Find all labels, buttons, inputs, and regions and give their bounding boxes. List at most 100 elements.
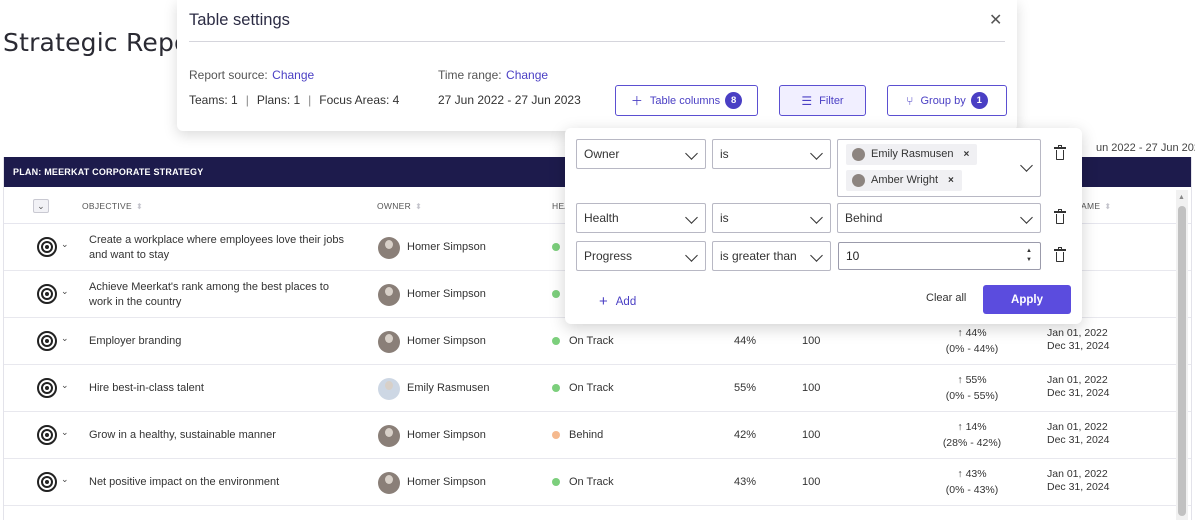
add-filter-button[interactable]: + Add	[599, 293, 637, 310]
report-source: Report source: Change	[189, 68, 315, 82]
collapse-all-button[interactable]: ⌄	[33, 199, 49, 213]
filter-button[interactable]: ☰ Filter	[779, 85, 866, 116]
date-range-label: un 2022 - 27 Jun 2023	[1096, 142, 1195, 154]
progress-value: 44%	[734, 335, 757, 347]
sort-icon: ⬍	[415, 202, 423, 211]
table-row[interactable]: ⌄ Employer branding Homer Simpson On Track 4…	[4, 318, 1191, 365]
chevron-down-icon	[685, 249, 698, 262]
owner-name: Homer Simpson	[407, 241, 486, 253]
target-value: 100	[802, 429, 821, 441]
avatar	[378, 237, 400, 259]
target-value: 100	[802, 476, 821, 488]
remove-chip-icon[interactable]: ×	[963, 149, 970, 160]
filter-number-input[interactable]: 10 ▲ ▼	[838, 242, 1041, 270]
divider	[189, 41, 1005, 42]
filter-field-select[interactable]: Progress	[576, 241, 706, 271]
settings-title: Table settings	[189, 11, 290, 29]
chevron-down-icon[interactable]: ⌄	[61, 380, 69, 390]
close-icon[interactable]: ✕	[989, 12, 1003, 29]
objective-name[interactable]: Hire best-in-class talent	[89, 382, 204, 394]
column-header-objective[interactable]: OBJECTIVE ⬍	[82, 201, 143, 211]
health-status: On Track	[569, 335, 614, 347]
sort-icon: ⬍	[1104, 202, 1112, 211]
health-status-dot	[552, 478, 560, 486]
objective-name[interactable]: Grow in a healthy, sustainable manner	[89, 429, 276, 441]
objective-target-icon	[37, 331, 57, 351]
owner-name: Homer Simpson	[407, 335, 486, 347]
table-scrollbar[interactable]: ▲	[1176, 190, 1188, 520]
chevron-down-icon[interactable]: ⌄	[61, 427, 69, 437]
sort-icon: ⬍	[135, 202, 143, 211]
target-value: 100	[802, 382, 821, 394]
objective-target-icon	[37, 425, 57, 445]
objective-name[interactable]: Net positive impact on the environment	[89, 476, 280, 488]
health-status: On Track	[569, 382, 614, 394]
table-row[interactable]: ⌄ Grow in a healthy, sustainable manner Ho…	[4, 412, 1191, 459]
progress-change: ↑ 44% (0% - 44%)	[945, 327, 999, 355]
chevron-down-icon[interactable]: ⌄	[61, 333, 69, 343]
page-title: Strategic Repo	[3, 28, 190, 57]
avatar	[378, 472, 400, 494]
apply-button[interactable]: Apply	[983, 285, 1071, 314]
progress-change: ↑ 14% (28% - 42%)	[942, 421, 1002, 449]
scroll-up-icon[interactable]: ▲	[1178, 194, 1185, 201]
objective-target-icon	[37, 237, 57, 257]
remove-chip-icon[interactable]: ×	[948, 175, 954, 186]
chevron-down-icon	[1020, 159, 1033, 172]
filter-operator-select[interactable]: is	[712, 139, 831, 169]
timeframe: Jan 01, 2022 Dec 31, 2024	[1047, 421, 1110, 446]
filter-field-select[interactable]: Owner	[576, 139, 706, 169]
time-range: Time range: Change	[438, 68, 549, 82]
chevron-down-icon[interactable]: ⌄	[61, 239, 69, 249]
delete-filter-icon[interactable]	[1054, 209, 1066, 224]
chevron-down-icon	[1020, 211, 1033, 224]
objective-name[interactable]: Create a workplace where employees love …	[89, 233, 344, 261]
chevron-down-icon[interactable]: ⌄	[61, 286, 69, 296]
table-row[interactable]: ⌄ Net positive impact on the environment H…	[4, 459, 1191, 506]
scroll-thumb[interactable]	[1178, 206, 1186, 516]
time-range-value: 27 Jun 2022 - 27 Jun 2023	[438, 93, 581, 107]
health-status-dot	[552, 431, 560, 439]
chevron-down-icon	[685, 211, 698, 224]
filter-operator-select[interactable]: is greater than	[712, 241, 831, 271]
table-columns-button[interactable]: ＋ Table columns 8	[615, 85, 758, 116]
owner-name: Emily Rasmusen	[407, 382, 490, 394]
objective-name[interactable]: Employer branding	[89, 335, 182, 347]
change-time-range-link[interactable]: Change	[506, 68, 549, 82]
objective-target-icon	[37, 378, 57, 398]
progress-value: 43%	[734, 476, 757, 488]
delete-filter-icon[interactable]	[1054, 145, 1066, 160]
filter-value-select[interactable]: Behind	[837, 203, 1041, 233]
timeframe: Jan 01, 2022 Dec 31, 2024	[1047, 374, 1110, 399]
avatar	[378, 284, 400, 306]
change-source-link[interactable]: Change	[272, 68, 315, 82]
filter-field-select[interactable]: Health	[576, 203, 706, 233]
objective-target-icon	[37, 284, 57, 304]
plus-icon: ＋	[630, 94, 643, 108]
filter-icon: ☰	[801, 93, 813, 108]
owner-chip: Emily Rasmusen ×	[846, 144, 978, 165]
column-header-health[interactable]: HEA	[552, 201, 571, 211]
group-by-button[interactable]: ⑂ Group by 1	[887, 85, 1007, 116]
timeframe: Jan 01, 2022 Dec 31, 2024	[1047, 327, 1110, 352]
progress-value: 55%	[734, 382, 757, 394]
avatar	[378, 378, 400, 400]
avatar	[378, 331, 400, 353]
chevron-down-icon[interactable]: ⌄	[61, 474, 69, 484]
column-header-owner[interactable]: OWNER ⬍	[377, 201, 423, 211]
health-status-dot	[552, 243, 560, 251]
source-counts: Teams: 1 | Plans: 1 | Focus Areas: 4	[189, 93, 400, 107]
plus-icon: +	[599, 293, 608, 310]
delete-filter-icon[interactable]	[1054, 247, 1066, 262]
column-header-timeframe[interactable]: AME ⬍	[1081, 201, 1112, 211]
clear-all-button[interactable]: Clear all	[926, 292, 967, 304]
avatar	[852, 174, 865, 187]
stepper-icon[interactable]: ▲ ▼	[1026, 248, 1032, 263]
filter-popover: Owner is Emily Rasmusen × Amber Wright × H…	[565, 128, 1082, 324]
objective-name[interactable]: Achieve Meerkat's rank among the best pl…	[89, 280, 329, 308]
health-status: Behind	[569, 429, 604, 441]
owner-chip: Amber Wright ×	[846, 170, 962, 191]
chevron-down-icon	[685, 147, 698, 160]
table-row[interactable]: ⌄ Hire best-in-class talent Emily Rasmusen…	[4, 365, 1191, 412]
filter-operator-select[interactable]: is	[712, 203, 831, 233]
